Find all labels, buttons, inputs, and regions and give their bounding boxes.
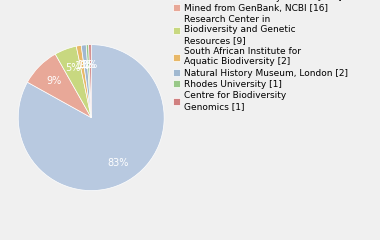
Text: 9%: 9% (46, 76, 62, 86)
Wedge shape (81, 45, 91, 118)
Text: 83%: 83% (107, 158, 128, 168)
Wedge shape (89, 45, 91, 118)
Text: 1%: 1% (78, 60, 93, 70)
Wedge shape (18, 45, 164, 191)
Text: 1%: 1% (74, 61, 90, 71)
Wedge shape (27, 54, 91, 118)
Legend: Naturalis Biodiversity Center [152], Mined from GenBank, NCBI [16], Research Cen: Naturalis Biodiversity Center [152], Min… (173, 0, 348, 111)
Wedge shape (76, 45, 91, 118)
Text: 1%: 1% (83, 60, 98, 70)
Wedge shape (86, 45, 91, 118)
Text: 5%: 5% (65, 63, 80, 73)
Text: 1%: 1% (81, 60, 96, 70)
Wedge shape (55, 46, 91, 118)
